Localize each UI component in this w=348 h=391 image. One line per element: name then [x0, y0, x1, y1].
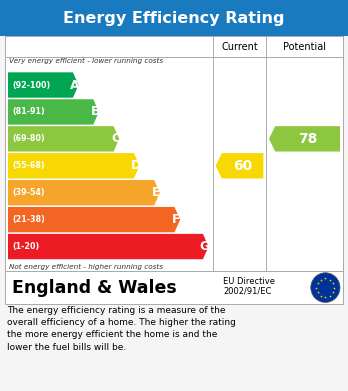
Polygon shape [269, 126, 340, 152]
Text: (81-91): (81-91) [12, 108, 45, 117]
Text: Not energy efficient - higher running costs: Not energy efficient - higher running co… [9, 264, 163, 270]
Bar [0, 0, 348, 36]
Text: A: A [70, 79, 80, 91]
Text: EU Directive: EU Directive [223, 277, 275, 286]
Text: England & Wales: England & Wales [12, 278, 177, 297]
Text: Potential: Potential [283, 41, 326, 52]
Text: Energy Efficiency Rating: Energy Efficiency Rating [63, 11, 285, 26]
Polygon shape [8, 153, 140, 178]
Polygon shape [8, 99, 99, 125]
Text: 2002/91/EC: 2002/91/EC [223, 287, 272, 296]
Text: 60: 60 [233, 159, 252, 173]
Text: The energy efficiency rating is a measure of the
overall efficiency of a home. T: The energy efficiency rating is a measur… [7, 306, 236, 352]
Text: Current: Current [221, 41, 258, 52]
Text: (21-38): (21-38) [12, 215, 45, 224]
Bar [5, 271, 343, 304]
Bar [5, 36, 343, 271]
Text: (69-80): (69-80) [12, 135, 45, 143]
Text: (92-100): (92-100) [12, 81, 50, 90]
Ellipse shape [311, 273, 340, 302]
Polygon shape [216, 153, 263, 178]
Text: (39-54): (39-54) [12, 188, 45, 197]
Text: Very energy efficient - lower running costs: Very energy efficient - lower running co… [9, 58, 163, 64]
Text: E: E [152, 186, 160, 199]
Text: 78: 78 [298, 132, 317, 146]
Polygon shape [8, 207, 180, 232]
Polygon shape [8, 72, 79, 98]
Polygon shape [8, 126, 119, 152]
Text: G: G [200, 240, 210, 253]
Text: B: B [90, 106, 100, 118]
Text: (55-68): (55-68) [12, 161, 45, 170]
Text: D: D [131, 159, 141, 172]
Text: (1-20): (1-20) [12, 242, 39, 251]
Text: F: F [172, 213, 181, 226]
Text: C: C [111, 133, 120, 145]
Polygon shape [8, 234, 208, 259]
Polygon shape [8, 180, 160, 205]
